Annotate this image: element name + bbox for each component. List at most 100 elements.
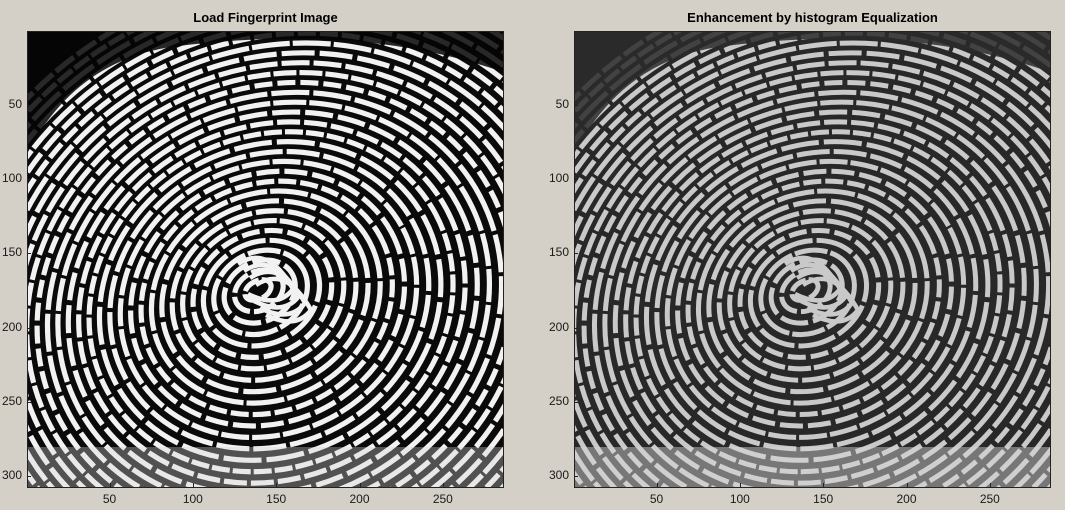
fingerprint-ridge — [575, 50, 1050, 487]
fingerprint-ridge — [65, 109, 480, 487]
fingerprint-ridge — [664, 158, 967, 440]
fingerprint-ridge — [612, 109, 1027, 487]
y-tick-label: 50 — [555, 96, 569, 111]
fingerprint-ridge — [591, 89, 1050, 487]
y-tick-mark — [27, 327, 31, 329]
fingerprint-ridge — [190, 227, 335, 360]
fingerprint-ridge — [575, 32, 1050, 487]
fingerprint-ridge — [28, 32, 503, 487]
fingerprint-ridge — [138, 178, 395, 418]
x-tick-mark — [192, 483, 194, 487]
y-tick-mark — [27, 476, 31, 478]
fingerprint-ridge — [602, 99, 1039, 487]
x-tick-mark — [442, 483, 444, 487]
fingerprint-ridge — [575, 60, 1050, 487]
y-tick-label: 150 — [1, 245, 22, 260]
fingerprint-ridge — [117, 158, 420, 441]
x-tick-mark — [906, 483, 908, 487]
fingerprint-ridge — [28, 60, 503, 487]
image-axes-left[interactable] — [27, 31, 504, 488]
x-tick-mark — [359, 483, 361, 487]
axes-title-right: Enhancement by histogram Equalization — [687, 10, 938, 25]
y-tick-mark — [574, 476, 578, 478]
x-tick-label: 50 — [102, 492, 117, 506]
fingerprint-ridge — [34, 79, 503, 487]
fingerprint-ridge — [107, 148, 432, 452]
y-tick-mark — [574, 104, 578, 106]
y-tick-label: 200 — [1, 319, 22, 334]
fingerprint-ridge — [159, 198, 371, 395]
fingerprint-image-equalized — [575, 32, 1050, 487]
x-tick-label: 150 — [813, 492, 834, 506]
x-tick-label: 250 — [979, 492, 1000, 506]
fingerprint-ridge — [758, 247, 857, 338]
fingerprint-ridge — [96, 139, 444, 463]
fingerprint-core-ridge — [254, 276, 314, 324]
x-tick-label: 100 — [729, 492, 750, 506]
fingerprint-ridge — [685, 178, 942, 418]
fingerprint-ridge — [211, 247, 311, 338]
fingerprint-ridge — [86, 129, 456, 475]
x-tick-mark — [739, 483, 741, 487]
fingerprint-ridge — [737, 227, 882, 360]
fingerprint-ridge — [623, 119, 1015, 486]
fingerprint-ridge — [28, 69, 503, 487]
fingerprint-ridge — [716, 208, 906, 383]
fingerprint-ridge — [148, 188, 383, 406]
fingerprint-ridge — [575, 40, 1050, 487]
y-tick-label: 50 — [8, 96, 22, 111]
y-tick-mark — [574, 178, 578, 180]
fingerprint-ridge — [28, 32, 503, 487]
fingerprint-ridge — [727, 218, 894, 372]
x-tick-label: 150 — [266, 492, 287, 506]
axes-title-left: Load Fingerprint Image — [193, 10, 338, 25]
x-tick-mark — [276, 483, 278, 487]
y-tick-label: 100 — [548, 170, 569, 185]
fingerprint-ridge — [55, 99, 493, 487]
x-tick-label: 100 — [182, 492, 203, 506]
image-axes-right[interactable] — [574, 31, 1051, 488]
y-tick-mark — [574, 401, 578, 403]
y-tick-label: 250 — [548, 393, 569, 408]
x-tick-label: 200 — [896, 492, 917, 506]
x-tick-mark — [109, 483, 111, 487]
fingerprint-ridge — [575, 70, 1050, 487]
x-tick-mark — [656, 483, 658, 487]
fingerprint-ridge — [128, 168, 408, 429]
fingerprint-ridge — [169, 208, 359, 383]
fingerprint-ridge — [28, 40, 503, 487]
x-tick-label: 200 — [349, 492, 370, 506]
fingerprint-ridge — [654, 149, 979, 452]
y-tick-label: 300 — [1, 468, 22, 483]
y-tick-mark — [27, 178, 31, 180]
x-tick-label: 250 — [432, 492, 453, 506]
fingerprint-ridge — [28, 50, 503, 487]
x-tick-label: 50 — [649, 492, 664, 506]
x-tick-mark — [989, 483, 991, 487]
y-tick-label: 250 — [1, 393, 22, 408]
fingerprint-ridge — [242, 277, 274, 303]
fingerprint-ridge — [643, 139, 991, 463]
fingerprint-ridge — [581, 79, 1050, 487]
x-tick-mark — [823, 483, 825, 487]
y-tick-label: 300 — [548, 468, 569, 483]
fingerprint-ridge — [76, 119, 468, 486]
fingerprint-ridge — [789, 277, 821, 303]
fingerprint-ridge — [200, 237, 323, 349]
fingerprint-ridge — [575, 32, 1050, 487]
y-tick-label: 100 — [1, 170, 22, 185]
fingerprint-ridge — [180, 217, 347, 372]
y-tick-mark — [574, 327, 578, 329]
fingerprint-ridge — [633, 129, 1003, 475]
fingerprint-ridge — [695, 188, 930, 406]
fingerprint-ridge — [44, 89, 503, 487]
fingerprint-ridge — [706, 198, 918, 395]
fingerprint-ridge — [675, 168, 954, 429]
fingerprint-image-original — [28, 32, 503, 487]
fingerprint-ridge — [747, 237, 870, 349]
y-tick-mark — [27, 253, 31, 255]
fingerprint-core-ridge — [801, 276, 861, 324]
y-tick-mark — [574, 253, 578, 255]
y-tick-mark — [27, 401, 31, 403]
